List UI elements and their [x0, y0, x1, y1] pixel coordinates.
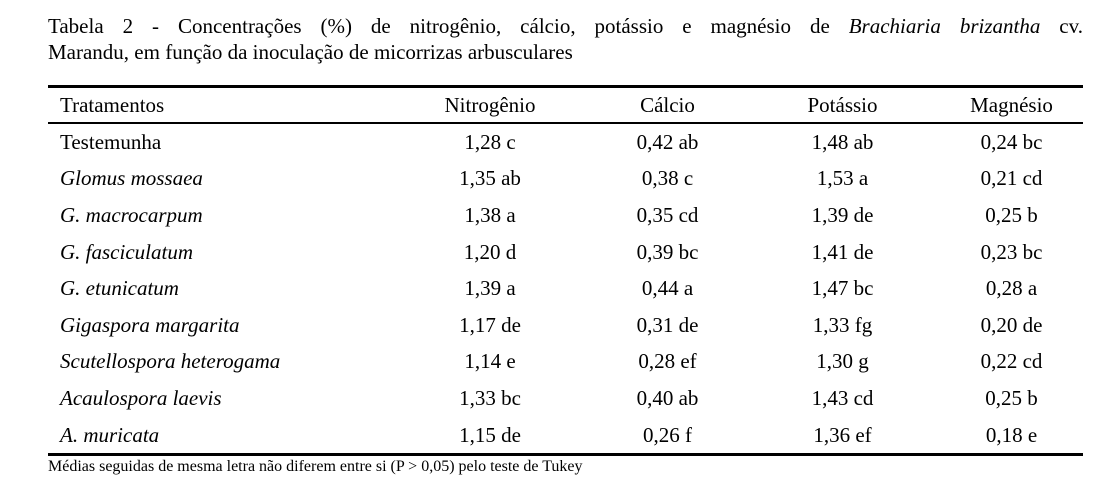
cell-potassio: 1,43 cd	[811, 385, 874, 410]
cell-magnesio: 0,21 cd	[980, 166, 1043, 191]
cell-calcio: 0,44 a	[641, 276, 694, 301]
caption-species: Brachiaria brizantha	[848, 14, 1041, 38]
treatment-name: Acaulospora laevis	[60, 385, 222, 410]
cell-calcio: 0,28 ef	[638, 349, 697, 374]
treatment-name: Scutellospora heterogama	[60, 349, 281, 374]
header-magnesio: Magnésio	[970, 92, 1053, 117]
cell-calcio: 0,39 bc	[636, 239, 699, 264]
treatment-name: Testemunha	[60, 129, 162, 154]
cell-magnesio: 0,25 b	[985, 202, 1038, 227]
treatment-name: G. fasciculatum	[60, 239, 193, 264]
header-row: Tratamentos Nitrogênio Cálcio Potássio M…	[48, 88, 1083, 122]
treatment-name: G. macrocarpum	[60, 202, 203, 227]
cell-potassio: 1,33 fg	[812, 312, 873, 337]
caption-line-1: Tabela 2 - Concentrações (%) de nitrogên…	[48, 13, 1083, 39]
table-row: Acaulospora laevis 1,33 bc 0,40 ab 1,43 cd 0…	[48, 380, 1083, 417]
cell-nitrogenio: 1,35 ab	[459, 166, 521, 191]
cell-magnesio: 0,22 cd	[980, 349, 1043, 374]
cell-potassio: 1,36 ef	[813, 422, 872, 447]
treatment-name: A. muricata	[60, 422, 160, 447]
cell-potassio: 1,41 de	[811, 239, 874, 264]
cell-nitrogenio: 1,15 de	[459, 422, 521, 447]
caption-line-2: Marandu, em função da inoculação de mico…	[48, 40, 573, 64]
cell-potassio: 1,39 de	[811, 202, 874, 227]
table-row: Scutellospora heterogama 1,14 e 0,28 ef 1,3…	[48, 344, 1083, 381]
cell-potassio: 1,48 ab	[811, 129, 874, 154]
caption-text-end: cv.	[1040, 14, 1083, 38]
header-nitrogenio: Nitrogênio	[444, 92, 536, 117]
treatment-name: Glomus mossaea	[60, 166, 203, 191]
table-row: Gigaspora margarita 1,17 de 0,31 de 1,33 fg…	[48, 307, 1083, 344]
cell-calcio: 0,42 ab	[636, 129, 699, 154]
table-row: Testemunha 1,28 c 0,42 ab 1,48 ab 0,24 bc	[48, 122, 1083, 161]
cell-potassio: 1,30 g	[816, 349, 869, 374]
cell-calcio: 0,35 cd	[636, 202, 699, 227]
table-caption: Tabela 2 - Concentrações (%) de nitrogên…	[48, 13, 1083, 65]
cell-nitrogenio: 1,28 c	[464, 129, 516, 154]
cell-calcio: 0,31 de	[636, 312, 699, 337]
cell-magnesio: 0,24 bc	[980, 129, 1043, 154]
table-row: G. macrocarpum 1,38 a 0,35 cd 1,39 de 0,25 b	[48, 197, 1083, 234]
cell-nitrogenio: 1,17 de	[459, 312, 521, 337]
header-rule	[48, 122, 1083, 124]
header-calcio: Cálcio	[640, 92, 695, 117]
cell-magnesio: 0,18 e	[985, 422, 1038, 447]
table-row: G. fasciculatum 1,20 d 0,39 bc 1,41 de 0,23 …	[48, 234, 1083, 271]
cell-magnesio: 0,20 de	[980, 312, 1043, 337]
cell-potassio: 1,47 bc	[811, 276, 874, 301]
caption-text: Tabela 2 - Concentrações (%) de nitrogên…	[48, 14, 849, 38]
footnote: Médias seguidas de mesma letra não difer…	[48, 458, 583, 475]
cell-magnesio: 0,25 b	[985, 385, 1038, 410]
cell-nitrogenio: 1,33 bc	[459, 385, 521, 410]
cell-calcio: 0,40 ab	[636, 385, 699, 410]
data-table: Tratamentos Nitrogênio Cálcio Potássio M…	[48, 88, 1083, 453]
table-row: A. muricata 1,15 de 0,26 f 1,36 ef 0,18 e	[48, 417, 1083, 454]
cell-nitrogenio: 1,14 e	[464, 349, 516, 374]
cell-magnesio: 0,23 bc	[980, 239, 1043, 264]
table-row: Glomus mossaea 1,35 ab 0,38 c 1,53 a 0,21 cd	[48, 161, 1083, 198]
cell-nitrogenio: 1,39 a	[464, 276, 516, 301]
cell-magnesio: 0,28 a	[985, 276, 1038, 301]
table-row: G. etunicatum 1,39 a 0,44 a 1,47 bc 0,28 a	[48, 270, 1083, 307]
cell-nitrogenio: 1,38 a	[464, 202, 516, 227]
header-tratamentos: Tratamentos	[60, 92, 165, 117]
cell-calcio: 0,26 f	[643, 422, 692, 447]
cell-potassio: 1,53 a	[816, 166, 869, 191]
treatment-name: Gigaspora margarita	[60, 312, 240, 337]
treatment-name: G. etunicatum	[60, 276, 179, 301]
header-potassio: Potássio	[807, 92, 878, 117]
bottom-rule	[48, 453, 1083, 456]
top-rule	[48, 85, 1083, 88]
cell-calcio: 0,38 c	[641, 166, 694, 191]
cell-nitrogenio: 1,20 d	[463, 239, 517, 264]
